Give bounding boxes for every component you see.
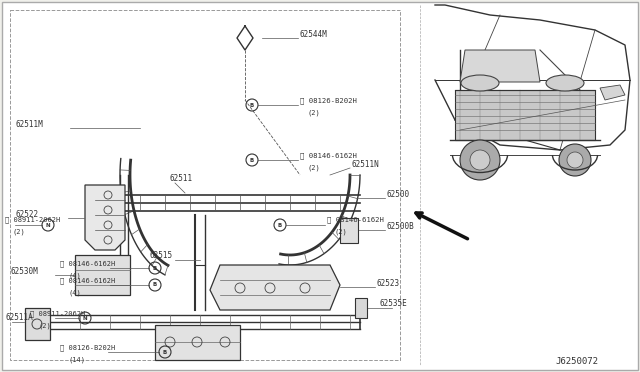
Text: (2): (2) <box>335 229 348 235</box>
Text: 62515: 62515 <box>150 251 173 260</box>
Text: 62535E: 62535E <box>380 299 408 308</box>
Text: Ⓑ 08126-B202H: Ⓑ 08126-B202H <box>60 345 115 351</box>
Circle shape <box>460 140 500 180</box>
Ellipse shape <box>546 75 584 91</box>
Text: (2): (2) <box>308 165 321 171</box>
Text: Ⓑ 08126-B202H: Ⓑ 08126-B202H <box>300 98 357 104</box>
Polygon shape <box>210 265 340 310</box>
Text: ⓝ 08911-2062H: ⓝ 08911-2062H <box>5 217 60 223</box>
Text: Ⓑ 08146-6162H: Ⓑ 08146-6162H <box>300 153 357 159</box>
Text: N: N <box>45 222 51 228</box>
Text: B: B <box>278 222 282 228</box>
Text: 62511N: 62511N <box>352 160 380 169</box>
Text: 62511M: 62511M <box>15 119 43 128</box>
Text: 62511A: 62511A <box>5 314 33 323</box>
Text: N: N <box>83 315 87 321</box>
Bar <box>10 10 400 360</box>
Text: (2): (2) <box>38 323 51 329</box>
Text: 62523: 62523 <box>377 279 400 288</box>
Text: (4): (4) <box>68 273 81 279</box>
Text: 62511: 62511 <box>170 173 193 183</box>
Bar <box>455 90 595 140</box>
Ellipse shape <box>461 75 499 91</box>
Polygon shape <box>85 185 125 250</box>
Text: B: B <box>163 350 167 355</box>
Text: B: B <box>250 157 254 163</box>
Polygon shape <box>460 50 540 82</box>
Text: (14): (14) <box>68 357 85 363</box>
Circle shape <box>470 150 490 170</box>
Text: Ⓑ 08146-6162H: Ⓑ 08146-6162H <box>60 278 115 284</box>
Text: B: B <box>153 282 157 288</box>
Polygon shape <box>155 325 240 360</box>
Bar <box>340 218 358 243</box>
Text: 62522: 62522 <box>15 209 38 218</box>
Text: (4): (4) <box>68 290 81 296</box>
Text: Ⓑ 08146-6162H: Ⓑ 08146-6162H <box>327 217 384 223</box>
Text: 62530M: 62530M <box>10 266 38 276</box>
Text: 62500: 62500 <box>387 189 410 199</box>
Polygon shape <box>600 85 625 100</box>
Text: ⓝ 08911-2062H: ⓝ 08911-2062H <box>30 311 85 317</box>
Text: Ⓑ 08146-6162H: Ⓑ 08146-6162H <box>60 261 115 267</box>
Text: (2): (2) <box>12 229 25 235</box>
Circle shape <box>559 144 591 176</box>
Text: B: B <box>250 103 254 108</box>
Bar <box>355 298 367 318</box>
Text: B: B <box>153 266 157 270</box>
Polygon shape <box>75 255 130 295</box>
Text: 62544M: 62544M <box>300 29 328 38</box>
Text: 62500B: 62500B <box>387 221 415 231</box>
Polygon shape <box>25 308 50 340</box>
Circle shape <box>567 152 583 168</box>
Text: (2): (2) <box>308 110 321 116</box>
Text: J6250072: J6250072 <box>555 357 598 366</box>
